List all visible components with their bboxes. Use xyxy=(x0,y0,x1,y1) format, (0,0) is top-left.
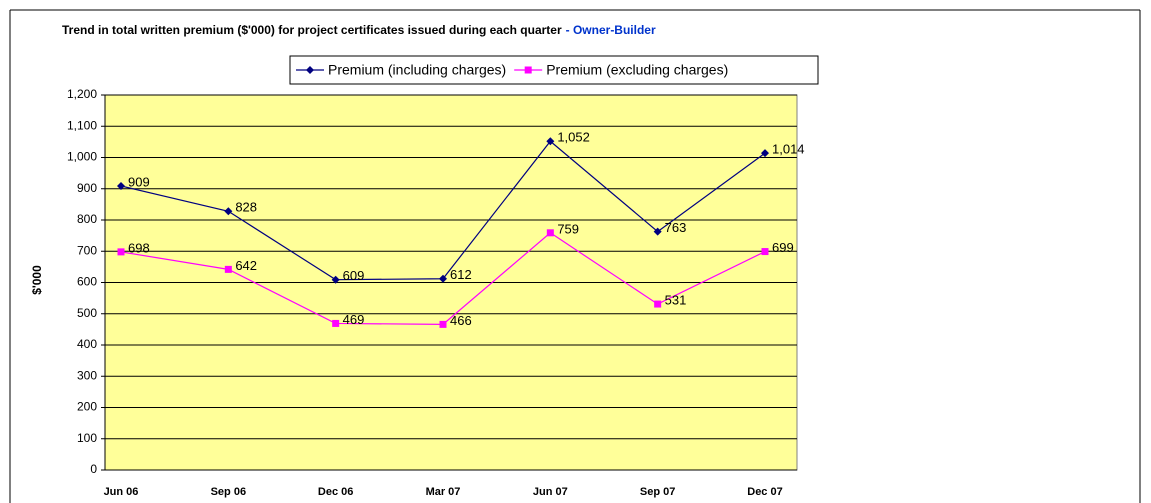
marker xyxy=(439,274,447,283)
legend-box xyxy=(289,55,819,85)
data-label: 466 xyxy=(450,313,472,328)
y-tick-label: 1,000 xyxy=(67,150,97,164)
marker xyxy=(546,137,555,146)
legend-label: Premium (including charges) xyxy=(328,62,506,78)
y-tick-label: 500 xyxy=(77,306,97,320)
marker xyxy=(332,319,340,327)
marker xyxy=(439,320,447,328)
x-tick-label: Mar 07 xyxy=(426,486,461,498)
y-tick-label: 600 xyxy=(77,275,97,289)
data-label: 1,052 xyxy=(557,130,590,145)
data-label: 763 xyxy=(665,220,687,235)
marker xyxy=(117,181,125,190)
data-label: 699 xyxy=(772,240,794,255)
chart-title: Trend in total written premium ($'000) f… xyxy=(62,23,562,37)
y-tick-label: 800 xyxy=(77,212,97,226)
marker xyxy=(761,248,769,256)
x-tick-label: Sep 07 xyxy=(640,486,675,498)
chart-title-group: Trend in total written premium ($'000) f… xyxy=(62,23,656,37)
marker xyxy=(761,149,769,158)
y-tick-label: 1,100 xyxy=(67,118,97,132)
legend-marker xyxy=(306,66,314,74)
chart-subtitle: - Owner-Builder xyxy=(566,23,656,37)
data-label: 531 xyxy=(665,293,687,308)
legend-marker xyxy=(524,66,532,74)
data-label: 698 xyxy=(128,240,150,255)
data-label: 828 xyxy=(235,200,257,215)
data-label: 612 xyxy=(450,267,472,282)
marker xyxy=(224,207,233,216)
marker xyxy=(654,300,662,308)
y-tick-label: 700 xyxy=(77,243,97,257)
x-tick-label: Jun 07 xyxy=(533,486,568,498)
x-tick-label: Jun 06 xyxy=(104,486,139,498)
data-label: 469 xyxy=(343,312,365,327)
y-tick-label: 200 xyxy=(77,400,97,414)
marker xyxy=(331,275,340,284)
data-label: 909 xyxy=(128,174,150,189)
data-label: 642 xyxy=(235,258,257,273)
marker xyxy=(224,265,232,273)
y-axis-label: $'000 xyxy=(30,265,44,295)
y-tick-label: 1,200 xyxy=(67,87,97,101)
x-tick-label: Dec 07 xyxy=(747,486,782,498)
marker xyxy=(653,227,662,236)
marker xyxy=(546,229,554,237)
y-tick-label: 0 xyxy=(90,462,97,476)
data-label: 1,014 xyxy=(772,142,805,157)
data-label: 609 xyxy=(343,268,365,283)
x-tick-label: Sep 06 xyxy=(211,486,246,498)
y-tick-label: 400 xyxy=(77,337,97,351)
y-tick-label: 100 xyxy=(77,431,97,445)
legend-label: Premium (excluding charges) xyxy=(546,62,728,78)
y-tick-label: 900 xyxy=(77,181,97,195)
x-tick-label: Dec 06 xyxy=(318,486,353,498)
marker xyxy=(117,248,125,256)
y-tick-label: 300 xyxy=(77,368,97,382)
data-label: 759 xyxy=(557,221,579,236)
